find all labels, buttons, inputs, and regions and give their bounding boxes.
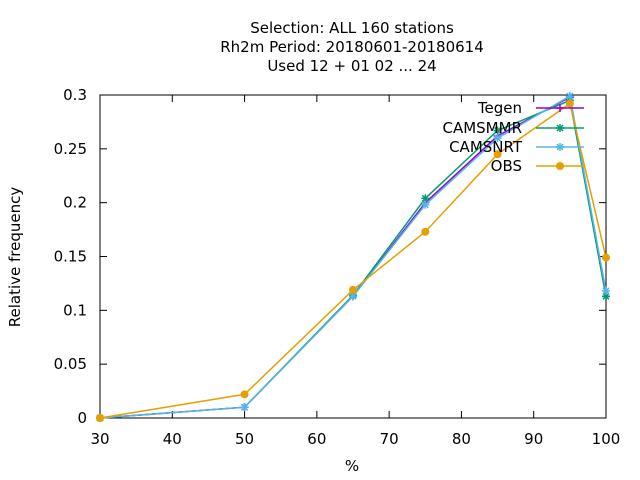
marker-stroke: [494, 126, 502, 135]
x-tick-label: 80: [452, 430, 471, 448]
data-point: [421, 200, 430, 209]
marker-stroke: [556, 143, 564, 151]
marker-dot: [565, 99, 574, 108]
y-tick-label: 0.15: [54, 248, 87, 266]
marker-dot: [421, 227, 430, 236]
marker-dot: [493, 150, 502, 159]
marker-dot: [556, 162, 564, 170]
marker-stroke: [602, 287, 610, 295]
data-point: [96, 414, 104, 422]
legend-marker: [556, 124, 564, 132]
data-point: [493, 150, 502, 159]
data-point: [493, 126, 502, 135]
marker-dot: [602, 253, 610, 262]
data-point: [602, 286, 610, 295]
marker-stroke: [556, 124, 564, 132]
y-tick-label: 0.2: [63, 194, 87, 212]
series-layer: [96, 92, 610, 422]
legend-marker: [556, 143, 564, 151]
y-tick-label: 0: [77, 409, 87, 427]
x-tick-label: 50: [235, 430, 254, 448]
data-point: [421, 194, 430, 203]
x-axis-label: %: [345, 457, 359, 475]
data-point: [240, 403, 249, 412]
marker-stroke: [421, 201, 429, 209]
legend-item-obs: OBS: [491, 157, 584, 175]
marker-dot: [96, 414, 104, 422]
y-tick-label: 0.05: [54, 355, 87, 373]
title-line-3: Used 12 + 01 02 ... 24: [267, 57, 436, 75]
marker-stroke: [421, 194, 429, 202]
x-tick-label: 70: [380, 430, 399, 448]
series-tegen: [96, 93, 610, 422]
marker-stroke: [602, 292, 610, 300]
legend-label: OBS: [491, 157, 522, 175]
y-tick-label: 0.1: [63, 301, 87, 319]
marker-stroke: [241, 403, 249, 411]
legend-label: Tegen: [477, 99, 522, 117]
data-point: [565, 92, 574, 101]
title-line-2: Rh2m Period: 20180601-20180614: [220, 38, 484, 56]
data-point: [493, 134, 502, 143]
legend-label: CAMSNRT: [449, 138, 523, 156]
series-line: [99, 94, 607, 419]
series-line: [99, 99, 607, 419]
data-point: [240, 390, 249, 399]
series-camsmmr: [96, 96, 610, 422]
x-tick-label: 30: [90, 430, 109, 448]
y-tick-label: 0.3: [63, 86, 87, 104]
legend-item-camsmmr: CAMSMMR: [442, 119, 584, 137]
x-tick-label: 100: [592, 430, 621, 448]
data-point: [421, 227, 430, 236]
series-line: [99, 96, 607, 419]
data-point: [565, 99, 574, 108]
marker-dot: [349, 285, 357, 294]
legend-marker: [556, 104, 564, 112]
chart-title: Selection: ALL 160 stations Rh2m Period:…: [220, 19, 484, 75]
legend-marker: [556, 162, 564, 170]
title-line-1: Selection: ALL 160 stations: [250, 19, 454, 37]
series-obs: [96, 99, 610, 422]
x-tick-label: 40: [163, 430, 182, 448]
legend-item-tegen: Tegen: [477, 99, 584, 117]
marker-stroke: [494, 134, 502, 142]
series-camsnrt: [96, 92, 610, 422]
plot-frame: [99, 94, 607, 419]
y-tick-label: 0.25: [54, 140, 87, 158]
plot-border: [99, 94, 607, 419]
axis-ticks: 30 40 50 60 70 80 90 100 0 0.05 0.1 0.15 0.2 0.25 0.3: [54, 86, 621, 448]
legend-label: CAMSMMR: [442, 119, 522, 137]
x-tick-label: 90: [524, 430, 543, 448]
marker-dot: [240, 390, 249, 399]
data-point: [602, 253, 610, 262]
legend-item-camsnrt: CAMSNRT: [449, 138, 584, 156]
marker-stroke: [349, 292, 357, 300]
x-tick-label: 60: [307, 430, 326, 448]
marker-stroke: [566, 92, 574, 100]
data-point: [349, 285, 357, 294]
series-line: [99, 102, 607, 419]
y-axis-label: Relative frequency: [6, 187, 24, 328]
